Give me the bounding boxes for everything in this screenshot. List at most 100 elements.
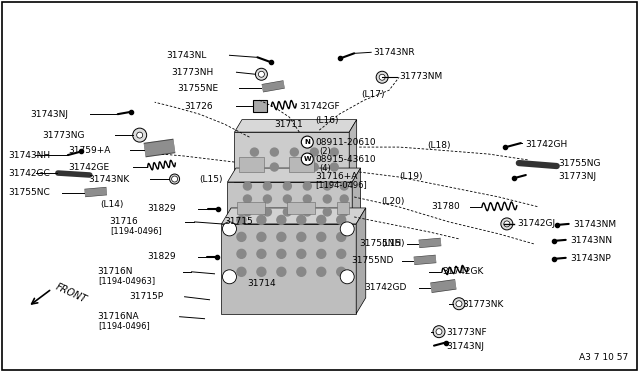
Text: 31755NH: 31755NH: [359, 239, 401, 248]
Text: 31742GC: 31742GC: [8, 169, 50, 177]
Circle shape: [297, 215, 306, 224]
Circle shape: [323, 208, 332, 216]
Circle shape: [340, 222, 354, 236]
Circle shape: [137, 132, 143, 138]
Circle shape: [317, 249, 326, 258]
Circle shape: [277, 232, 286, 241]
Circle shape: [340, 182, 348, 190]
Text: (L15): (L15): [200, 174, 223, 183]
Circle shape: [337, 215, 346, 224]
Circle shape: [301, 153, 314, 165]
Circle shape: [270, 148, 278, 156]
Circle shape: [436, 329, 442, 335]
Text: 31780: 31780: [431, 202, 460, 211]
Polygon shape: [221, 224, 356, 314]
Circle shape: [303, 208, 311, 216]
Circle shape: [277, 249, 286, 258]
Text: 31755NE: 31755NE: [177, 84, 219, 93]
Text: 31743NP: 31743NP: [571, 254, 611, 263]
Text: 31773NK: 31773NK: [462, 300, 503, 309]
Circle shape: [237, 232, 246, 241]
Text: (L14): (L14): [100, 201, 123, 209]
Text: 31773NH: 31773NH: [172, 68, 214, 77]
Text: [1194-0496]: [1194-0496]: [109, 227, 161, 235]
Text: (2): (2): [319, 147, 331, 155]
Circle shape: [243, 182, 252, 190]
Text: (4): (4): [319, 164, 331, 173]
Text: 31711: 31711: [275, 120, 303, 129]
Text: 31743NH: 31743NH: [8, 151, 50, 160]
Circle shape: [250, 163, 259, 171]
Text: 31743NR: 31743NR: [373, 48, 415, 57]
Text: 31829: 31829: [148, 205, 176, 214]
Text: W: W: [303, 156, 311, 162]
Bar: [287, 202, 316, 214]
Text: 31755NC: 31755NC: [8, 189, 50, 198]
Circle shape: [453, 298, 465, 310]
Circle shape: [284, 195, 291, 203]
Text: 31715P: 31715P: [130, 292, 164, 301]
Text: 31742GK: 31742GK: [442, 267, 483, 276]
Text: 31773NG: 31773NG: [42, 131, 84, 140]
Circle shape: [337, 232, 346, 241]
Circle shape: [303, 195, 311, 203]
Circle shape: [323, 195, 332, 203]
Circle shape: [310, 163, 318, 171]
Text: (L18): (L18): [427, 141, 451, 150]
Circle shape: [257, 267, 266, 276]
Circle shape: [237, 249, 246, 258]
Text: 31743NK: 31743NK: [88, 174, 129, 183]
Circle shape: [301, 136, 314, 148]
Polygon shape: [227, 168, 360, 182]
Circle shape: [330, 148, 338, 156]
Polygon shape: [349, 120, 356, 182]
Circle shape: [330, 163, 338, 171]
Text: 31759+A: 31759+A: [68, 145, 110, 155]
Circle shape: [376, 71, 388, 83]
Text: 31773NJ: 31773NJ: [559, 171, 597, 180]
Circle shape: [291, 148, 298, 156]
Circle shape: [303, 182, 311, 190]
Polygon shape: [221, 208, 366, 224]
Text: 31742GF: 31742GF: [300, 102, 340, 111]
Bar: [239, 157, 264, 172]
Text: 31742GH: 31742GH: [525, 140, 567, 148]
Circle shape: [310, 148, 318, 156]
Circle shape: [337, 249, 346, 258]
Circle shape: [132, 128, 147, 142]
Circle shape: [257, 232, 266, 241]
Bar: [253, 100, 268, 112]
Circle shape: [223, 270, 236, 284]
Circle shape: [170, 174, 180, 184]
Text: [1194-0496]: [1194-0496]: [98, 321, 150, 330]
Circle shape: [433, 326, 445, 338]
Circle shape: [259, 71, 264, 77]
Circle shape: [379, 74, 385, 80]
Circle shape: [317, 232, 326, 241]
Circle shape: [243, 195, 252, 203]
Circle shape: [264, 195, 271, 203]
Text: 31726: 31726: [184, 102, 213, 111]
Circle shape: [291, 163, 298, 171]
Text: FRONT: FRONT: [54, 282, 88, 305]
Bar: [289, 157, 314, 172]
Text: 31743NM: 31743NM: [573, 221, 617, 230]
Circle shape: [172, 176, 177, 182]
Text: 31773NM: 31773NM: [399, 72, 442, 81]
Text: 31742GJ: 31742GJ: [517, 219, 555, 228]
Text: 31742GE: 31742GE: [68, 163, 109, 171]
Text: 31716+A: 31716+A: [316, 171, 358, 180]
Circle shape: [284, 182, 291, 190]
Circle shape: [297, 232, 306, 241]
Text: 31716N: 31716N: [98, 267, 133, 276]
Circle shape: [270, 163, 278, 171]
Circle shape: [250, 148, 259, 156]
Polygon shape: [227, 182, 352, 224]
Circle shape: [255, 68, 268, 80]
Circle shape: [323, 182, 332, 190]
Circle shape: [257, 215, 266, 224]
Circle shape: [264, 182, 271, 190]
Polygon shape: [234, 120, 356, 132]
Text: (L20): (L20): [381, 198, 404, 206]
Bar: [337, 202, 349, 214]
